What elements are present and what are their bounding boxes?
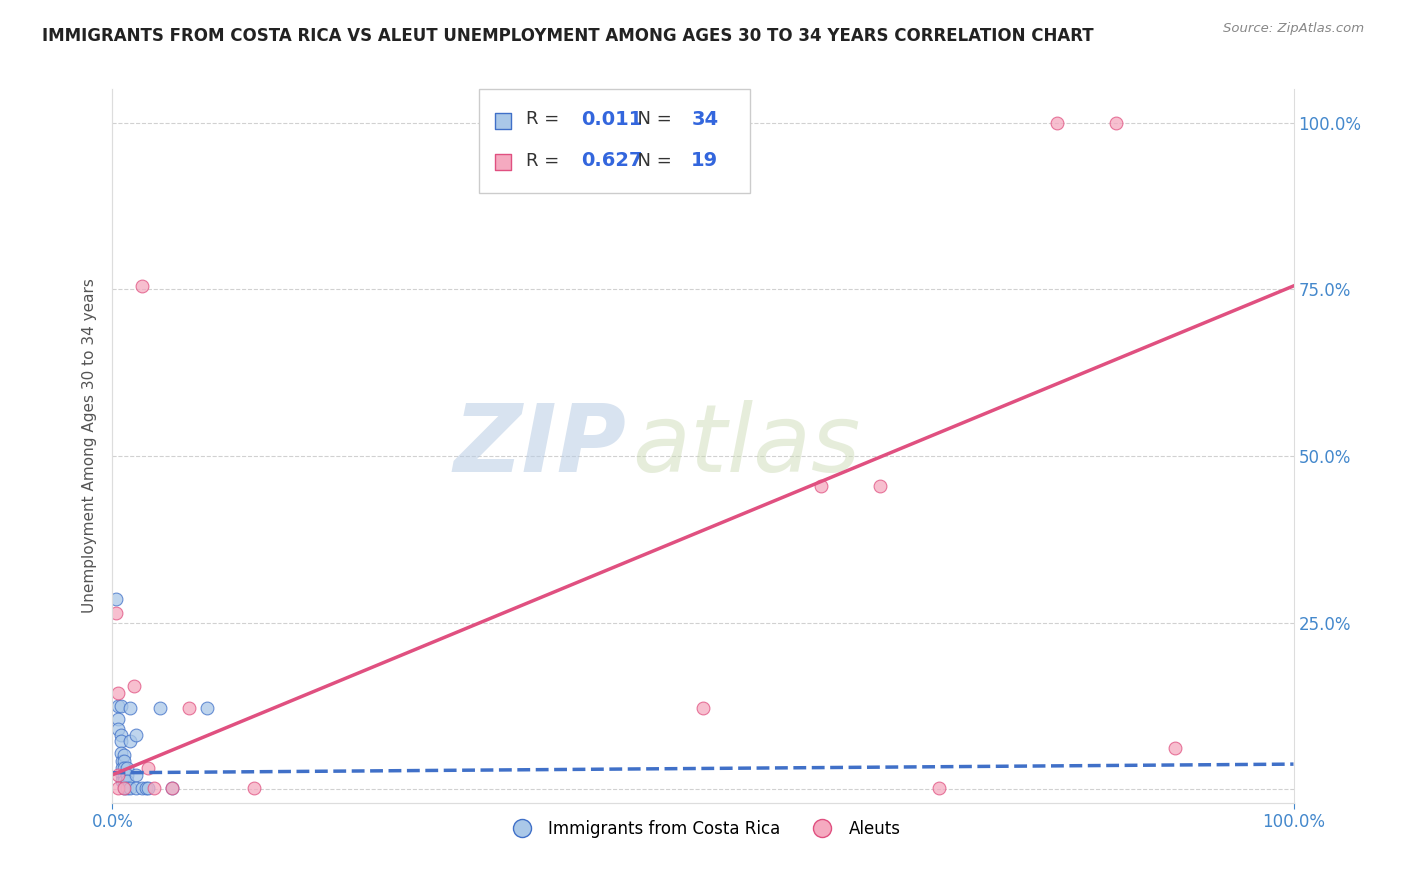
- Point: [243, 781, 266, 796]
- Point: [112, 755, 135, 769]
- Point: [115, 768, 138, 782]
- Point: [111, 761, 134, 775]
- Point: [136, 781, 159, 796]
- Point: [131, 279, 153, 293]
- Point: [160, 781, 183, 796]
- Point: [195, 701, 218, 715]
- Point: [869, 479, 891, 493]
- Point: [107, 768, 129, 782]
- Point: [136, 761, 159, 775]
- Point: [112, 781, 135, 796]
- Text: 34: 34: [692, 110, 718, 128]
- Point: [125, 768, 148, 782]
- Point: [1105, 115, 1128, 129]
- Point: [120, 701, 142, 715]
- Point: [120, 781, 142, 796]
- Point: [135, 781, 157, 796]
- Point: [107, 686, 129, 700]
- Point: [110, 734, 132, 748]
- Legend: Immigrants from Costa Rica, Aleuts: Immigrants from Costa Rica, Aleuts: [498, 814, 908, 845]
- Point: [111, 768, 134, 782]
- Point: [125, 728, 148, 742]
- Point: [110, 699, 132, 714]
- Point: [160, 781, 183, 796]
- Point: [928, 781, 950, 796]
- Text: Source: ZipAtlas.com: Source: ZipAtlas.com: [1223, 22, 1364, 36]
- Point: [112, 774, 135, 789]
- Point: [810, 479, 832, 493]
- Text: ZIP: ZIP: [453, 400, 626, 492]
- Point: [115, 781, 138, 796]
- Point: [692, 701, 714, 715]
- Point: [1164, 741, 1187, 756]
- Text: 0.011: 0.011: [581, 110, 643, 128]
- Point: [105, 606, 128, 620]
- Y-axis label: Unemployment Among Ages 30 to 34 years: Unemployment Among Ages 30 to 34 years: [82, 278, 97, 614]
- Point: [112, 781, 135, 796]
- Point: [112, 768, 135, 782]
- Text: 0.627: 0.627: [581, 151, 643, 170]
- Point: [105, 592, 128, 607]
- Point: [111, 774, 134, 789]
- Point: [120, 734, 142, 748]
- Text: 19: 19: [692, 151, 718, 170]
- Point: [110, 728, 132, 742]
- Point: [107, 781, 129, 796]
- Point: [179, 701, 201, 715]
- Text: atlas: atlas: [633, 401, 860, 491]
- Point: [112, 761, 135, 775]
- Point: [142, 781, 165, 796]
- Point: [107, 723, 129, 737]
- Point: [112, 747, 135, 762]
- FancyBboxPatch shape: [478, 89, 751, 193]
- Point: [149, 701, 172, 715]
- Text: R =: R =: [526, 111, 565, 128]
- Point: [107, 713, 129, 727]
- Point: [111, 755, 134, 769]
- Point: [115, 761, 138, 775]
- Point: [131, 781, 153, 796]
- Point: [115, 774, 138, 789]
- Point: [122, 679, 145, 693]
- Point: [1046, 115, 1069, 129]
- Text: IMMIGRANTS FROM COSTA RICA VS ALEUT UNEMPLOYMENT AMONG AGES 30 TO 34 YEARS CORRE: IMMIGRANTS FROM COSTA RICA VS ALEUT UNEM…: [42, 27, 1094, 45]
- Point: [492, 184, 515, 198]
- Point: [110, 746, 132, 760]
- Point: [107, 699, 129, 714]
- Text: R =: R =: [526, 152, 565, 169]
- Point: [125, 781, 148, 796]
- Point: [492, 145, 515, 160]
- Text: N =: N =: [626, 152, 678, 169]
- Text: N =: N =: [626, 111, 678, 128]
